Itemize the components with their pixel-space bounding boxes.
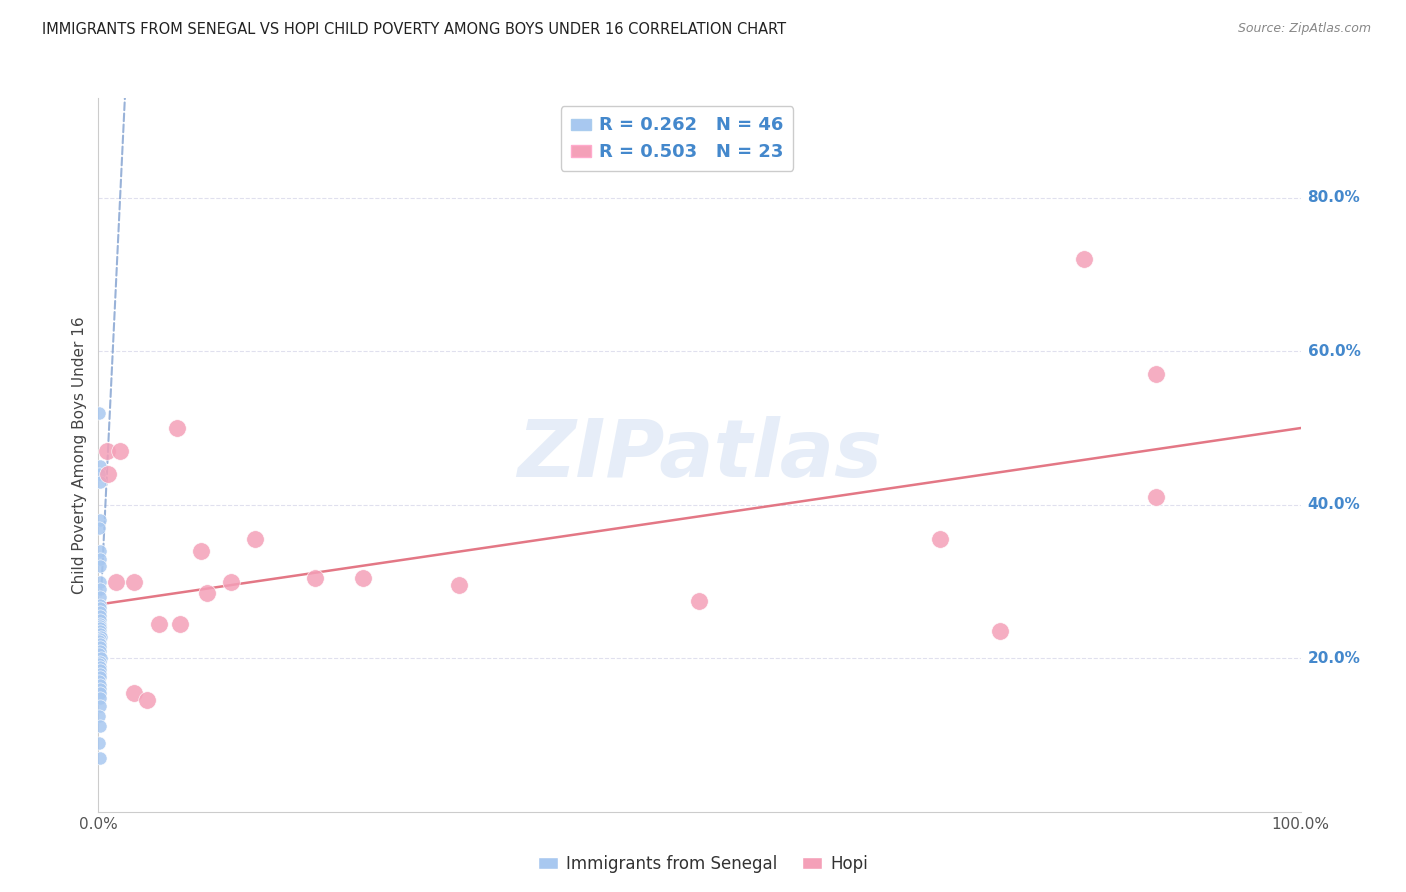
Point: [90, 651, 112, 665]
Point: [89, 681, 111, 696]
Point: [89, 678, 111, 692]
Point: [928, 533, 950, 547]
Point: [89, 626, 111, 640]
Point: [135, 693, 157, 707]
Point: [89, 513, 111, 527]
Legend: Immigrants from Senegal, Hopi: Immigrants from Senegal, Hopi: [531, 848, 875, 880]
Point: [89, 674, 111, 689]
Point: [148, 616, 170, 631]
Point: [108, 444, 131, 458]
Point: [124, 574, 146, 589]
Point: [89, 459, 111, 474]
Point: [124, 686, 146, 700]
Point: [89, 708, 111, 723]
Point: [688, 593, 710, 607]
Point: [89, 609, 111, 624]
Point: [89, 670, 111, 684]
Point: [190, 544, 212, 558]
Point: [89, 698, 111, 713]
Point: [89, 406, 111, 420]
Point: [89, 751, 111, 765]
Point: [1144, 490, 1167, 504]
Point: [352, 571, 374, 585]
Text: 60.0%: 60.0%: [1308, 343, 1361, 359]
Point: [89, 691, 111, 706]
Point: [97, 467, 120, 482]
Text: ZIPatlas: ZIPatlas: [517, 416, 882, 494]
Point: [89, 686, 111, 700]
Point: [89, 616, 111, 631]
Point: [89, 640, 111, 654]
Point: [89, 643, 111, 657]
Point: [89, 613, 111, 627]
Point: [89, 637, 111, 651]
Point: [89, 624, 111, 639]
Y-axis label: Child Poverty Among Boys Under 16: Child Poverty Among Boys Under 16: [72, 316, 87, 594]
Point: [89, 574, 111, 589]
Point: [89, 632, 111, 646]
Point: [89, 475, 111, 489]
Point: [90, 630, 112, 644]
Point: [89, 648, 111, 662]
Point: [89, 666, 111, 681]
Point: [195, 586, 218, 600]
Point: [89, 605, 111, 619]
Point: [89, 551, 111, 566]
Point: [89, 544, 111, 558]
Text: 20.0%: 20.0%: [1308, 651, 1361, 665]
Point: [89, 660, 111, 674]
Legend: R = 0.262   N = 46, R = 0.503   N = 23: R = 0.262 N = 46, R = 0.503 N = 23: [561, 106, 793, 170]
Point: [89, 619, 111, 633]
Point: [447, 578, 470, 592]
Point: [89, 634, 111, 648]
Point: [89, 582, 111, 597]
Point: [988, 624, 1011, 639]
Point: [1073, 252, 1095, 267]
Text: IMMIGRANTS FROM SENEGAL VS HOPI CHILD POVERTY AMONG BOYS UNDER 16 CORRELATION CH: IMMIGRANTS FROM SENEGAL VS HOPI CHILD PO…: [42, 22, 786, 37]
Point: [89, 719, 111, 733]
Point: [89, 590, 111, 604]
Point: [166, 421, 188, 435]
Point: [89, 655, 111, 669]
Point: [304, 571, 326, 585]
Point: [96, 444, 118, 458]
Text: 80.0%: 80.0%: [1308, 190, 1361, 205]
Point: [169, 616, 191, 631]
Text: 40.0%: 40.0%: [1308, 498, 1361, 512]
Point: [243, 533, 266, 547]
Point: [89, 663, 111, 677]
Point: [89, 467, 111, 482]
Point: [89, 621, 111, 635]
Point: [89, 736, 111, 750]
Point: [89, 521, 111, 535]
Point: [1144, 368, 1167, 382]
Point: [89, 598, 111, 612]
Point: [89, 559, 111, 574]
Point: [89, 657, 111, 672]
Point: [89, 601, 111, 615]
Point: [105, 574, 128, 589]
Point: [219, 574, 242, 589]
Text: Source: ZipAtlas.com: Source: ZipAtlas.com: [1237, 22, 1371, 36]
